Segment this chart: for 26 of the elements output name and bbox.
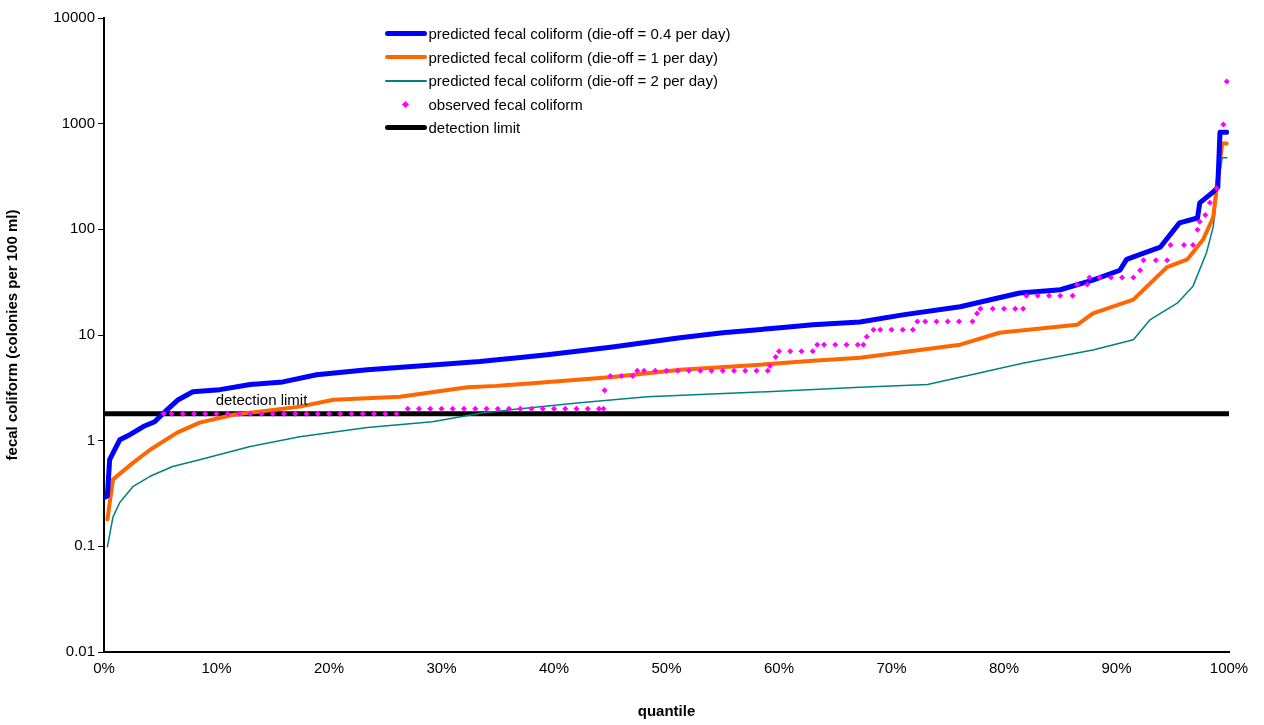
x-tick-label: 30% <box>426 659 457 677</box>
y-tick-label: 10000 <box>53 8 95 26</box>
legend-label: predicted fecal coliform (die-off = 1 per day) <box>428 47 718 68</box>
x-tick-label: 60% <box>763 659 795 677</box>
x-tick-label: 10% <box>201 659 232 677</box>
x-tick-label: 80% <box>988 659 1020 677</box>
y-tick-label: 10 <box>78 325 95 343</box>
y-axis-title: fecal coliform (colonies per 100 ml) <box>3 209 21 461</box>
legend-label: observed fecal coliform <box>428 94 583 115</box>
legend-label: predicted fecal coliform (die-off = 0.4 per day) <box>428 24 731 44</box>
y-tick-label: 0.1 <box>74 536 95 554</box>
x-tick-label: 90% <box>1101 659 1132 677</box>
x-tick-label: 70% <box>876 659 907 677</box>
y-tick-label: 100 <box>69 219 95 237</box>
x-axis-title: quantile <box>637 702 696 720</box>
legend-label: predicted fecal coliform (die-off = 2 per day) <box>428 71 718 91</box>
x-tick-label: 0% <box>93 659 115 677</box>
x-tick-label: 20% <box>313 659 345 677</box>
y-tick-label: 1000 <box>61 113 95 131</box>
x-tick-label: 100% <box>1209 659 1249 677</box>
legend-label: detection limit <box>428 118 521 138</box>
annotation: detection limit <box>215 391 309 409</box>
y-tick-label: 0.01 <box>65 642 95 660</box>
x-tick-label: 40% <box>538 659 570 677</box>
x-tick-label: 50% <box>651 659 682 677</box>
y-tick-label: 1 <box>86 430 95 448</box>
